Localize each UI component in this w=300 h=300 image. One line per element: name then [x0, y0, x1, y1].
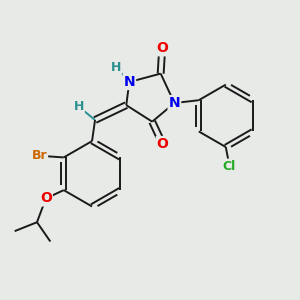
Text: O: O: [156, 41, 168, 55]
Text: O: O: [40, 191, 52, 206]
Text: Br: Br: [32, 149, 47, 162]
Text: H: H: [111, 61, 121, 74]
Text: N: N: [124, 75, 135, 89]
Text: N: N: [169, 96, 180, 110]
Text: O: O: [157, 137, 169, 151]
Text: Cl: Cl: [222, 160, 236, 172]
Text: H: H: [74, 100, 84, 113]
